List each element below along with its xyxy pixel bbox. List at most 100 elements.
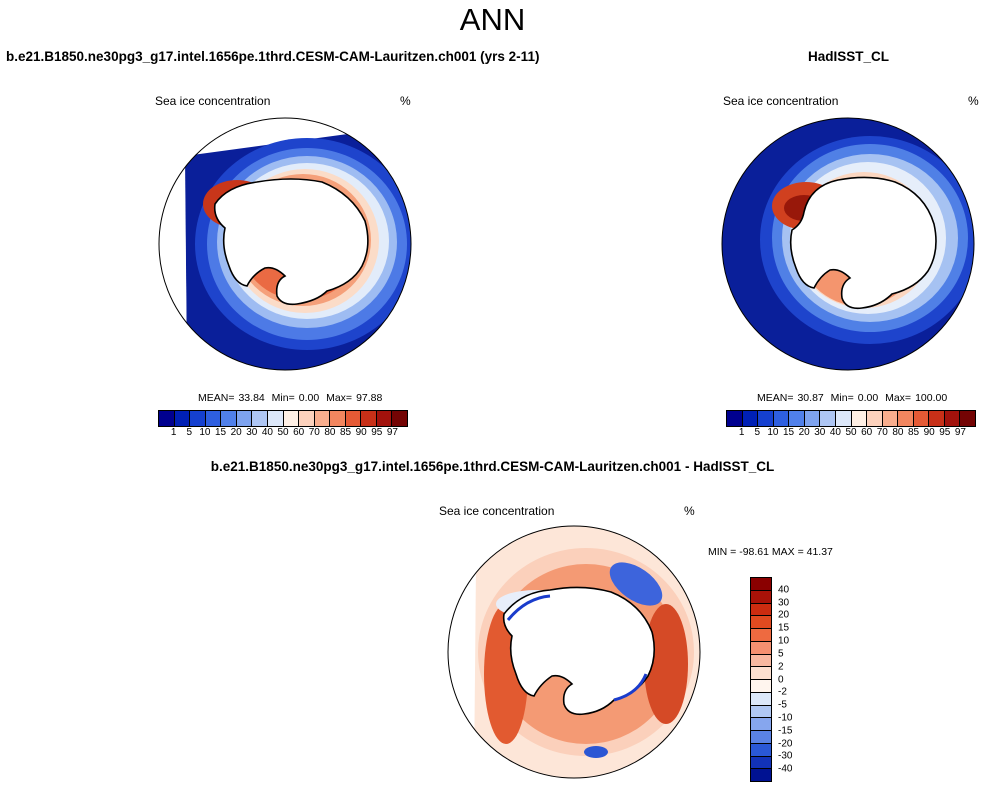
diff-colorbar-ticks: 40 30 20 15 10 5 2 0 -2 -5 -10 -15 -20 -30 -40 — [778, 577, 808, 782]
colorbar-box — [751, 718, 771, 731]
colorbar-box — [376, 411, 393, 426]
obs-stats: MEAN= 30.87 Min= 0.00 Max= 100.00 — [757, 392, 948, 404]
diff-case-title: b.e21.B1850.ne30pg3_g17.intel.1656pe.1th… — [210, 459, 775, 474]
colorbar-box — [190, 411, 206, 426]
model-polar-map — [158, 117, 412, 371]
diff-map-border — [447, 525, 701, 779]
colorbar-tick-label: 90 — [923, 427, 935, 438]
colorbar-tick-label: 10 — [199, 427, 211, 438]
diff-colorbar — [750, 577, 772, 782]
colorbar-box — [174, 411, 191, 426]
obs-variable-label: Sea ice concentration — [723, 94, 839, 108]
colorbar-box — [751, 680, 771, 693]
colorbar-tick-label: 5 — [778, 648, 784, 660]
colorbar-box — [727, 411, 743, 426]
diff-variable-label: Sea ice concentration — [439, 504, 555, 518]
diff-polar-map — [447, 525, 701, 779]
colorbar-box — [159, 411, 175, 426]
colorbar-tick-label: 1 — [170, 427, 177, 438]
diff-east-positive-anomaly — [644, 604, 688, 724]
colorbar-tick-label: 30 — [814, 427, 826, 438]
colorbar-tick-label: 20 — [230, 427, 242, 438]
colorbar-tick-label: 5 — [754, 427, 761, 438]
colorbar-box — [960, 411, 975, 426]
colorbar-box — [314, 411, 331, 426]
colorbar-tick-label: 60 — [861, 427, 873, 438]
obs-polar-map — [721, 117, 975, 371]
colorbar-box — [751, 603, 771, 617]
colorbar-tick-label: 15 — [778, 622, 790, 634]
colorbar-box — [252, 411, 268, 426]
colorbar-box — [751, 743, 771, 757]
colorbar-tick-label: 95 — [939, 427, 951, 438]
colorbar-box — [851, 411, 868, 426]
obs-case-title: HadISST_CL — [808, 49, 890, 64]
colorbar-box — [267, 411, 284, 426]
colorbar-tick-label: 80 — [324, 427, 336, 438]
colorbar-tick-label: 85 — [907, 427, 920, 438]
colorbar-box — [751, 692, 771, 706]
colorbar-tick-label: 80 — [892, 427, 904, 438]
colorbar-box — [773, 411, 790, 426]
colorbar-box — [751, 629, 771, 642]
colorbar-box — [751, 654, 771, 668]
colorbar-box — [221, 411, 237, 426]
colorbar-tick-label: 10 — [778, 635, 790, 647]
colorbar-tick-label: 70 — [308, 427, 320, 438]
colorbar-tick-label: 95 — [371, 427, 383, 438]
colorbar-box — [789, 411, 805, 426]
colorbar-tick-label: 40 — [261, 427, 273, 438]
colorbar-box — [751, 705, 771, 719]
diff-negative-anomaly — [609, 562, 663, 606]
diff-units-label: % — [684, 504, 695, 518]
model-colorbar: 1 5 10 15 20 30 40 50 60 70 80 85 90 95 97 — [158, 410, 408, 439]
model-stats: MEAN= 33.84 Min= 0.00 Max= 97.88 — [198, 392, 383, 404]
obs-antarctica-land — [789, 176, 937, 310]
colorbar-tick-label: 0 — [778, 674, 784, 685]
colorbar-box — [898, 411, 914, 426]
colorbar-box — [867, 411, 883, 426]
colorbar-tick-label: 70 — [876, 427, 888, 438]
colorbar-tick-label: 97 — [386, 427, 398, 438]
model-colorbar-ticks: 1 5 10 15 20 30 40 50 60 70 80 85 90 95 97 — [158, 427, 408, 439]
colorbar-box — [751, 578, 771, 591]
colorbar-box — [345, 411, 362, 426]
model-variable-label: Sea ice concentration — [155, 94, 271, 108]
colorbar-box — [205, 411, 222, 426]
colorbar-box — [751, 590, 771, 604]
colorbar-box — [392, 411, 407, 426]
colorbar-box — [283, 411, 300, 426]
colorbar-box — [913, 411, 930, 426]
colorbar-box — [742, 411, 759, 426]
colorbar-tick-label: -5 — [778, 699, 787, 711]
colorbar-box — [929, 411, 945, 426]
colorbar-box — [944, 411, 961, 426]
colorbar-box — [804, 411, 821, 426]
colorbar-tick-label: 60 — [293, 427, 305, 438]
colorbar-box — [299, 411, 315, 426]
colorbar-tick-label: 1 — [738, 427, 745, 438]
obs-colorbar-boxes — [726, 410, 976, 427]
colorbar-tick-label: 15 — [214, 427, 227, 438]
colorbar-tick-label: 97 — [954, 427, 966, 438]
colorbar-box — [751, 769, 771, 781]
obs-units-label: % — [968, 94, 979, 108]
diff-colorbar-boxes — [750, 577, 772, 782]
colorbar-box — [751, 756, 771, 770]
colorbar-tick-label: 5 — [186, 427, 193, 438]
colorbar-tick-label: -20 — [778, 738, 793, 750]
colorbar-tick-label: -30 — [778, 750, 793, 762]
colorbar-tick-label: 30 — [246, 427, 258, 438]
obs-colorbar-ticks: 1 5 10 15 20 30 40 50 60 70 80 85 90 95 97 — [726, 427, 976, 439]
colorbar-tick-label: -15 — [778, 725, 793, 737]
colorbar-box — [758, 411, 774, 426]
colorbar-tick-label: 40 — [829, 427, 841, 438]
colorbar-tick-label: 20 — [778, 609, 790, 621]
model-colorbar-boxes — [158, 410, 408, 427]
page-title: ANN — [459, 2, 526, 37]
colorbar-box — [820, 411, 836, 426]
colorbar-tick-label: 50 — [277, 427, 289, 438]
colorbar-box — [330, 411, 346, 426]
model-units-label: % — [400, 94, 411, 108]
colorbar-box — [751, 616, 771, 629]
